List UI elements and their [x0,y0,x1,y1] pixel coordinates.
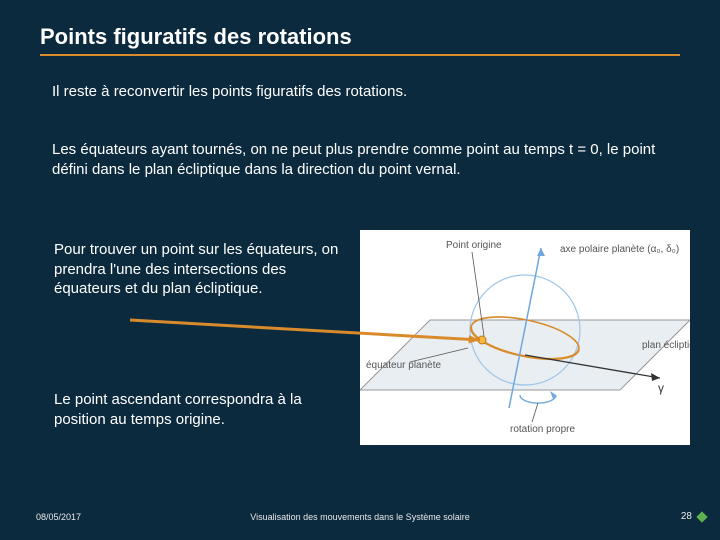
title-underline [40,54,680,56]
paragraph-2: Les équateurs ayant tournés, on ne peut … [52,140,662,179]
paragraph-1: Il reste à reconvertir les points figura… [52,82,652,102]
svg-text:γ: γ [658,381,664,395]
paragraph-4: Le point ascendant correspondra à la pos… [54,390,344,429]
svg-text:Point origine: Point origine [446,240,502,251]
svg-text:axe polaire planète (α₀, δ₀): axe polaire planète (α₀, δ₀) [560,244,679,255]
diagram-svg: Point origine axe polaire planète (α₀, δ₀… [360,230,690,445]
footer-source: Visualisation des mouvements dans le Sys… [0,512,720,522]
slide-title: Points figuratifs des rotations [40,24,352,50]
svg-text:équateur planète: équateur planète [366,360,442,371]
slide: Points figuratifs des rotations Il reste… [0,0,720,540]
diagram-container: Point origine axe polaire planète (α₀, δ₀… [360,230,690,445]
svg-text:rotation propre: rotation propre [510,424,575,435]
footer-page-number: 28 [681,511,692,522]
svg-text:plan écliptique: plan écliptique [642,340,690,351]
paragraph-3: Pour trouver un point sur les équateurs,… [54,240,344,299]
